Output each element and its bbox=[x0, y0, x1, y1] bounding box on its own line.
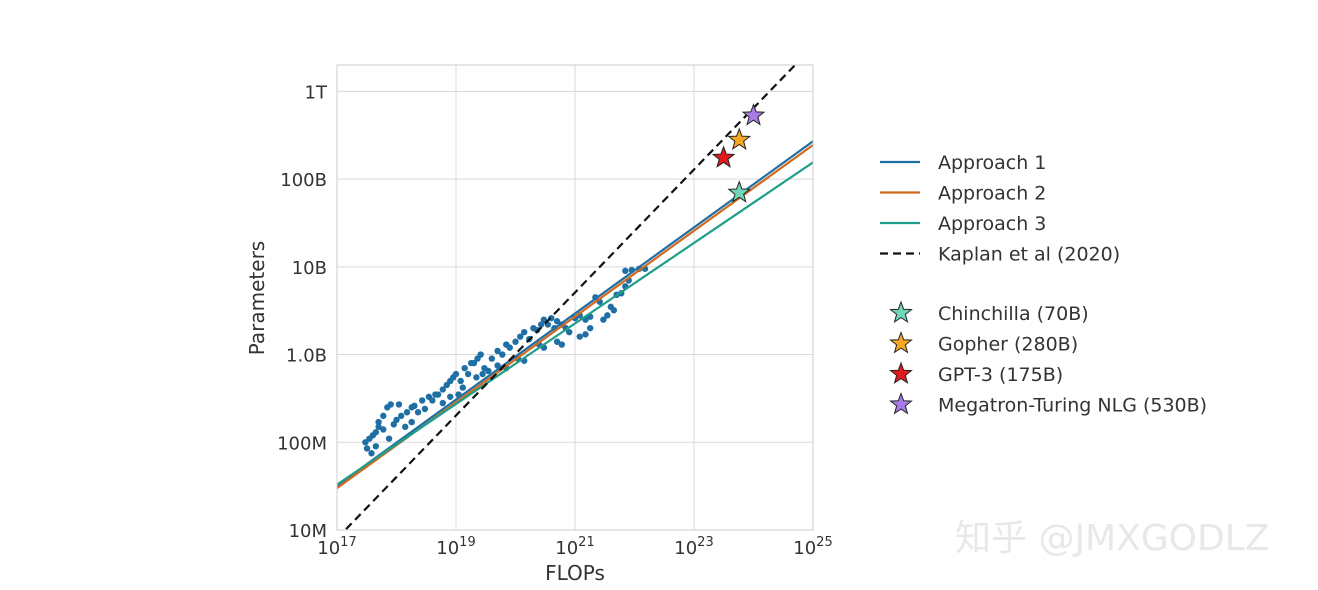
star-gpt-3-175b- bbox=[711, 145, 736, 168]
scatter-point bbox=[488, 355, 496, 362]
scatter-point bbox=[385, 435, 393, 442]
scatter-point bbox=[439, 399, 446, 407]
scatter-point bbox=[380, 412, 387, 420]
scatter-point bbox=[459, 384, 466, 391]
legend-label: GPT-3 (175B) bbox=[938, 364, 1063, 386]
scatter-point bbox=[558, 341, 565, 348]
scatter-point bbox=[395, 401, 403, 408]
scatter-point bbox=[517, 333, 524, 340]
scatter-point bbox=[553, 338, 561, 345]
y-tick-label: 1.0B bbox=[286, 346, 327, 367]
scatter-point bbox=[494, 347, 501, 355]
legend-star bbox=[889, 361, 913, 385]
star-gopher-280b- bbox=[727, 127, 752, 150]
scatter-point bbox=[470, 359, 478, 367]
scatter-point bbox=[411, 402, 418, 410]
scatter-point bbox=[461, 364, 468, 372]
legend-label: Chinchilla (70B) bbox=[938, 303, 1089, 325]
series-line-approach-3 bbox=[337, 161, 813, 486]
scatter-point bbox=[401, 423, 409, 431]
scatter-point bbox=[368, 450, 375, 457]
legend-label: Gopher (280B) bbox=[938, 334, 1078, 356]
y-tick-label: 10B bbox=[292, 258, 327, 279]
legend-label: Kaplan et al (2020) bbox=[938, 244, 1120, 266]
legend-label: Approach 2 bbox=[938, 183, 1046, 205]
y-tick-label: 1T bbox=[305, 82, 328, 103]
y-tick-label: 100B bbox=[280, 170, 327, 191]
scatter-point bbox=[375, 418, 382, 426]
scatter-point bbox=[418, 397, 426, 404]
legend: Approach 1 Approach 2 Approach 3 Kaplan et … bbox=[880, 152, 1207, 417]
scatter-point bbox=[582, 331, 589, 338]
scatter-point bbox=[398, 412, 405, 420]
x-axis-label: FLOPs bbox=[545, 561, 605, 585]
scatter-point bbox=[604, 312, 611, 319]
scatter-point bbox=[610, 307, 618, 314]
x-tick-label: 1019 bbox=[436, 535, 475, 559]
scatter-point bbox=[477, 351, 484, 358]
scatter-point bbox=[380, 426, 387, 433]
legend-label: Approach 1 bbox=[938, 152, 1046, 174]
y-axis-label: Parameters bbox=[245, 241, 269, 355]
scatter-point bbox=[447, 393, 454, 400]
scatter-point bbox=[464, 370, 472, 378]
scatter-point bbox=[403, 409, 411, 416]
scatter-point bbox=[553, 318, 561, 325]
scatter-point bbox=[499, 351, 506, 358]
legend-star bbox=[889, 392, 913, 415]
scatter-point bbox=[393, 416, 400, 424]
scatter-point bbox=[622, 267, 629, 275]
scatter-point bbox=[375, 423, 382, 431]
x-tick-label: 1025 bbox=[793, 535, 832, 559]
scatter-point bbox=[485, 367, 492, 375]
scatter-point bbox=[408, 418, 415, 426]
scatter-point bbox=[414, 409, 422, 416]
scatter-point bbox=[457, 377, 464, 385]
scatter-point bbox=[479, 370, 486, 378]
data-layer bbox=[337, 65, 813, 530]
star-chinchilla-70b- bbox=[727, 180, 752, 203]
scatter-point bbox=[372, 429, 380, 436]
scatter-point bbox=[586, 324, 594, 332]
x-tick-label: 1017 bbox=[317, 535, 356, 559]
y-tick-label: 100M bbox=[277, 433, 327, 454]
scatter-point bbox=[600, 316, 607, 323]
legend-label: Approach 3 bbox=[938, 213, 1046, 235]
scatter-point bbox=[372, 443, 380, 450]
scatter-point bbox=[429, 397, 436, 404]
scatter-point bbox=[421, 405, 429, 413]
series-line-kaplan-et-al-2020- bbox=[343, 65, 796, 530]
scatter-point bbox=[533, 326, 541, 334]
scatter-point bbox=[473, 374, 480, 381]
scatter-point bbox=[452, 370, 460, 378]
x-tick-label: 1023 bbox=[674, 535, 713, 559]
x-tick-label: 1021 bbox=[555, 535, 594, 559]
legend-label: Megatron-Turing NLG (530B) bbox=[938, 395, 1207, 417]
scatter-point bbox=[537, 321, 545, 328]
star-megatron-turing-nlg-530b- bbox=[741, 103, 766, 126]
legend-star bbox=[889, 331, 913, 354]
scatter-point bbox=[506, 344, 513, 351]
scatter-point bbox=[439, 386, 446, 393]
scatter-point bbox=[434, 391, 442, 398]
watermark-text: 知乎 @JMXGODLZ bbox=[955, 518, 1269, 559]
y-tick-label: 10M bbox=[289, 521, 327, 542]
legend-star bbox=[889, 300, 913, 324]
scatter-point bbox=[387, 401, 394, 408]
scatter-point bbox=[576, 333, 583, 340]
scatter-point bbox=[363, 445, 371, 452]
scatter-point bbox=[520, 328, 528, 336]
scatter-point bbox=[566, 328, 573, 336]
scatter-point bbox=[512, 338, 519, 345]
plot-frame bbox=[336, 64, 814, 531]
scatter-point bbox=[540, 316, 548, 323]
plot-area: 1017 1019 1021 1023 1025 10M 100M 1.0B 10B 100B 1T bbox=[277, 64, 833, 559]
